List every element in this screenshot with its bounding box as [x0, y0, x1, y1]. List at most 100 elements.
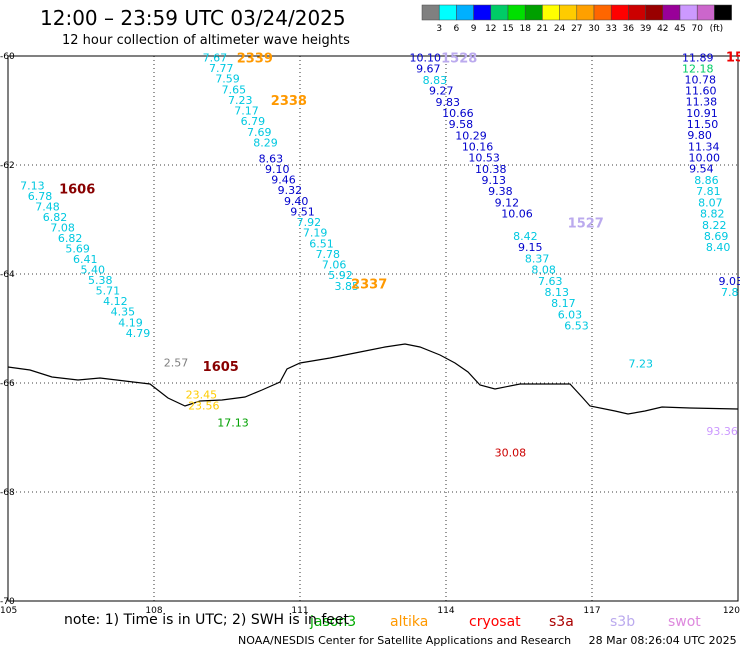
pass-number-label: 2338	[271, 94, 307, 109]
wave-height-label: 7.69	[247, 126, 272, 139]
wave-height-label: 5.92	[328, 269, 353, 282]
y-tick-label: -68	[0, 488, 15, 498]
wave-height-label: 23.56	[188, 400, 220, 413]
wave-height-label: 23.45	[186, 388, 218, 401]
wave-height-label: 9.12	[495, 196, 519, 209]
wave-height-label: 9.13	[482, 174, 507, 187]
wave-height-label: 4.12	[103, 295, 128, 308]
wave-height-label: 8.42	[513, 230, 538, 243]
legend-label: 15	[502, 24, 513, 34]
wave-height-label: 9.67	[416, 63, 441, 76]
wave-height-label: 7.23	[629, 358, 654, 371]
wave-height-label: 7.92	[297, 216, 322, 229]
x-tick-label: 105	[0, 606, 17, 616]
wave-height-label: 17.13	[217, 417, 249, 430]
wave-height-label: 93.36	[706, 425, 738, 438]
wave-height-label: 10.38	[475, 163, 507, 176]
wave-height-label: 6.41	[73, 253, 98, 266]
wave-height-label: 9.15	[518, 241, 543, 254]
wave-height-label: 9.46	[271, 174, 296, 187]
x-tick-label: 120	[723, 606, 740, 616]
wave-height-label: 8.17	[551, 297, 576, 310]
wave-height-label: 9.40	[284, 195, 309, 208]
pass-number-label: 1524	[726, 50, 740, 65]
credit-timestamp: 28 Mar 08:26:04 UTC 2025	[588, 634, 737, 647]
wave-height-label: 4.35	[111, 306, 136, 319]
coastline	[7, 343, 739, 415]
wave-height-label: 6.82	[58, 232, 82, 245]
legend-label: 36	[623, 24, 635, 34]
y-tick-label: -64	[0, 270, 15, 280]
pass-number-label: 2339	[237, 52, 273, 67]
map-frame	[7, 55, 739, 602]
wave-height-label: 2.57	[164, 357, 189, 370]
wave-height-label: 8.37	[525, 253, 550, 266]
wave-height-label: 11.34	[688, 140, 720, 153]
wave-height-label: 11.38	[686, 96, 718, 109]
wave-height-label: 9.38	[488, 185, 513, 198]
wave-height-label: 7.17	[234, 105, 258, 118]
wave-height-label: 10.78	[684, 73, 716, 86]
legend-label: 18	[519, 24, 531, 34]
legend-label: 30	[588, 24, 600, 34]
wave-height-label: 7.06	[322, 259, 347, 272]
wave-height-label: 6.03	[558, 308, 583, 321]
y-tick-label: -62	[0, 161, 15, 171]
x-tick-label: 117	[583, 606, 600, 616]
wave-height-label: 6.79	[241, 115, 265, 128]
wave-height-label: 11.60	[685, 84, 717, 97]
x-tick-label: 111	[291, 606, 308, 616]
y-tick-label: -60	[0, 52, 15, 62]
wave-height-label: 4.19	[118, 316, 143, 329]
x-tick-label: 108	[145, 606, 162, 616]
wave-height-label: 8.29	[253, 136, 278, 149]
wave-height-label: 10.10	[410, 51, 442, 64]
satellite-label-s3b: s3b	[610, 614, 635, 630]
wave-height-label: 10.91	[686, 107, 718, 120]
wave-height-label: 9.10	[265, 163, 290, 176]
wave-height-label: 7.63	[538, 275, 563, 288]
legend-label: 24	[554, 24, 566, 34]
wave-height-label: 5.40	[81, 264, 106, 277]
wave-height-label: 10.16	[462, 141, 494, 154]
wave-height-label: 5.71	[96, 285, 121, 298]
legend-swatch	[714, 4, 732, 21]
wave-height-label: 10.53	[468, 152, 500, 165]
legend-label: 70	[691, 24, 703, 34]
wave-height-label: 7.23	[228, 94, 253, 107]
wave-height-label: 30.08	[495, 447, 526, 460]
satellite-label-altika: altika	[390, 614, 428, 630]
wave-height-label: 8.86	[694, 174, 719, 187]
wave-height-label: 8.83	[423, 74, 448, 87]
wave-height-label: 7.59	[215, 73, 240, 86]
legend-label: 3	[436, 24, 442, 34]
wave-height-label: 4.79	[126, 327, 151, 340]
wave-height-label: 8.13	[545, 286, 570, 299]
wave-height-label: 8.22	[702, 219, 727, 232]
wave-height-label: 10.66	[442, 107, 474, 120]
legend-label: 33	[605, 24, 616, 34]
footer-credit: NOAA/NESDIS Center for Satellite Applica…	[238, 634, 737, 647]
wave-height-label: 12.18	[682, 62, 714, 75]
wave-height-label: 7.67	[203, 51, 228, 64]
legend-unit: (ft)	[710, 24, 724, 34]
y-tick-label: -66	[0, 379, 15, 389]
wave-height-label: 9.54	[689, 163, 714, 176]
wave-height-label: 10.29	[455, 129, 487, 142]
wave-height-label: 8.07	[698, 196, 723, 209]
map-title: 12:00 – 23:59 UTC 03/24/2025	[40, 6, 346, 30]
wave-height-label: 6.53	[564, 320, 589, 333]
wave-height-label: 8.63	[259, 152, 284, 165]
legend-label: 9	[471, 24, 477, 34]
wave-height-label: 9.80	[687, 129, 712, 142]
wave-height-label: 9.58	[449, 118, 474, 131]
wave-height-label: 6.78	[28, 190, 53, 203]
satellite-label-s3a: s3a	[549, 614, 574, 630]
y-tick-label: -70	[0, 597, 15, 607]
wave-height-label: 11.89	[682, 51, 714, 64]
satellite-label-jason3: jason3	[309, 614, 356, 630]
pass-number-label: 1605	[203, 360, 239, 375]
legend-label: 39	[640, 24, 652, 34]
legend-label: 45	[674, 24, 685, 34]
